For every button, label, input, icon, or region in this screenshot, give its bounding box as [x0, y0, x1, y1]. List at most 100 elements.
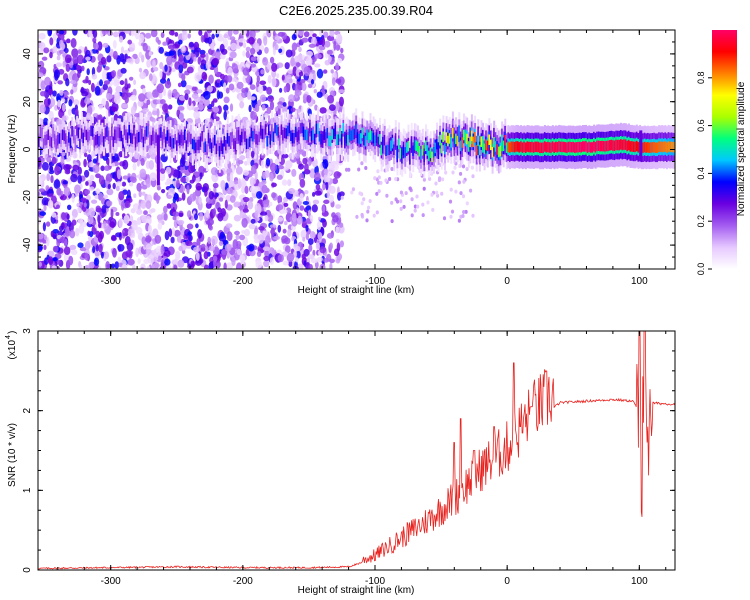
spectrogram-noise-speck: [461, 194, 466, 199]
spectrogram-noise-speck: [292, 212, 297, 223]
snr-panel: -300 -200 -100 0 100 0 1 2 3 Height of straight…: [5, 328, 676, 596]
spectrogram-noise-speck: [375, 191, 379, 196]
spectrogram-ridge-cell: [77, 127, 80, 138]
spectrogram-noise-speck: [141, 191, 146, 196]
spectrogram-ridge-cell: [120, 130, 123, 142]
spectrogram-noise-speck: [95, 243, 100, 252]
spectrogram-noise-speck: [177, 259, 185, 268]
y-tick-label: 0: [22, 567, 33, 573]
spectrogram-ridge-cell: [309, 122, 312, 134]
spectrogram-ridge-cell: [128, 125, 131, 136]
spectrogram-noise-speck: [288, 78, 293, 84]
spectrogram-noise-speck: [399, 190, 403, 195]
spectrogram-ridge-cell: [320, 133, 323, 145]
spectrogram-noise-speck: [124, 78, 128, 88]
spectrogram-noise-speck: [178, 64, 184, 74]
spectrogram-noise-speck: [113, 31, 119, 38]
spectrogram-noise-speck: [314, 53, 322, 59]
spectrogram-noise-speck: [86, 68, 90, 76]
spectrogram-noise-speck: [259, 94, 267, 103]
spectrogram-noise-speck: [163, 213, 168, 221]
spectrogram-noise-speck: [161, 189, 166, 194]
spectrogram-ridge-cell: [65, 133, 67, 144]
spectrogram-noise-speck: [111, 106, 117, 112]
spectrogram-noise-speck: [210, 235, 218, 246]
spectrogram-noise-speck: [68, 255, 74, 266]
spectrogram-ridge-cell: [310, 130, 313, 142]
spectrogram-noise-speck: [196, 186, 203, 190]
spectrogram-noise-speck: [140, 266, 144, 269]
spectrogram-noise-speck: [106, 200, 113, 207]
spectrogram-noise-speck: [135, 226, 143, 235]
spectrogram-noise-speck: [413, 208, 417, 213]
spectrogram-noise-speck: [266, 106, 272, 114]
spectrogram-noise-speck: [97, 62, 103, 72]
spectrogram-ridge-cell: [95, 135, 98, 146]
spectrogram-noise-speck: [328, 194, 334, 203]
spectrogram-noise-speck: [56, 237, 61, 248]
spectrogram-ridge-cell: [91, 126, 94, 137]
spectrogram-ridge-cell: [236, 130, 239, 141]
spectrogram-noise-speck: [160, 168, 166, 175]
spectrogram-noise-speck: [261, 184, 268, 194]
spectrogram-ridge-cell: [567, 141, 570, 153]
spectrogram-noise-speck: [248, 36, 255, 45]
spectrogram-noise-speck: [142, 108, 149, 113]
spectrogram-noise-speck: [408, 186, 412, 191]
spectrogram-ridge-cell: [353, 128, 356, 140]
spectrogram-noise-speck: [95, 205, 101, 212]
spectrogram-noise-speck: [163, 249, 171, 258]
spectrogram-ridge-cell: [153, 134, 156, 145]
spectrogram-noise-speck: [261, 179, 267, 185]
spectrogram-noise-speck: [328, 162, 335, 171]
spectrogram-noise-speck: [93, 257, 100, 266]
spectrogram-noise-speck: [461, 214, 465, 218]
spectrogram-noise-speck: [357, 167, 361, 172]
spectrogram-ridge-cell: [271, 127, 274, 138]
colorbar-tick-label: 0.2: [696, 215, 706, 228]
spectrogram-noise-speck: [162, 41, 168, 46]
spectrogram-noise-speck: [178, 112, 185, 121]
spectrogram-noise-speck: [332, 178, 338, 185]
spectrogram-noise-speck: [186, 184, 190, 195]
spectrogram-noise-speck: [151, 264, 155, 269]
spectrogram-noise-speck: [180, 164, 186, 174]
spectrogram-noise-speck: [69, 80, 77, 85]
spectrogram-noise-speck: [91, 73, 98, 80]
spectrogram-noise-speck: [111, 234, 117, 241]
spectrogram-noise-speck: [164, 80, 172, 89]
spectrogram-ridge-cell: [505, 142, 508, 153]
spectrogram-noise-speck: [257, 204, 262, 214]
spectrogram-noise-speck: [426, 200, 430, 205]
spectrogram-noise-speck: [338, 89, 345, 94]
spectrogram-noise-speck: [191, 86, 197, 92]
spectrogram-noise-speck: [263, 255, 270, 262]
spectrogram-noise-speck: [303, 66, 311, 77]
spectrogram-ridge-cell: [358, 133, 361, 145]
spectrogram-ridge-cell: [255, 133, 258, 145]
spectrogram-ridge-cell: [516, 141, 519, 152]
spectrogram-noise-speck: [52, 32, 57, 41]
spectrogram-noise-speck: [194, 72, 202, 82]
spectrogram-noise-speck: [225, 87, 230, 94]
spectrogram-noise-speck: [166, 203, 172, 209]
snr-multiplier-exp: 4: [5, 335, 12, 339]
spectrogram-ridge-cell: [575, 142, 578, 153]
spectrogram-noise-speck: [181, 45, 186, 52]
spectrogram-noise-speck: [390, 200, 394, 205]
spectrogram-ridge-cell: [507, 141, 510, 152]
spectrogram-noise-speck: [471, 174, 475, 179]
spectrogram-noise-speck: [207, 218, 214, 226]
spectrogram-ridge-cell: [264, 124, 267, 135]
spectrogram-noise-speck: [130, 105, 136, 116]
spectrogram-noise-speck: [164, 258, 171, 266]
spectrogram-noise-speck: [217, 207, 222, 213]
spectrogram-ridge-cell: [453, 136, 456, 147]
spectrogram-noise-speck: [178, 95, 186, 101]
spectrogram-noise-speck: [182, 62, 188, 69]
spectrogram-ridge-cell: [280, 124, 283, 135]
spectrogram-noise-speck: [274, 36, 280, 41]
spectrogram-noise-speck: [233, 30, 239, 35]
spectrogram-noise-speck: [197, 229, 203, 239]
spectrogram-ridge-cell: [328, 135, 331, 147]
